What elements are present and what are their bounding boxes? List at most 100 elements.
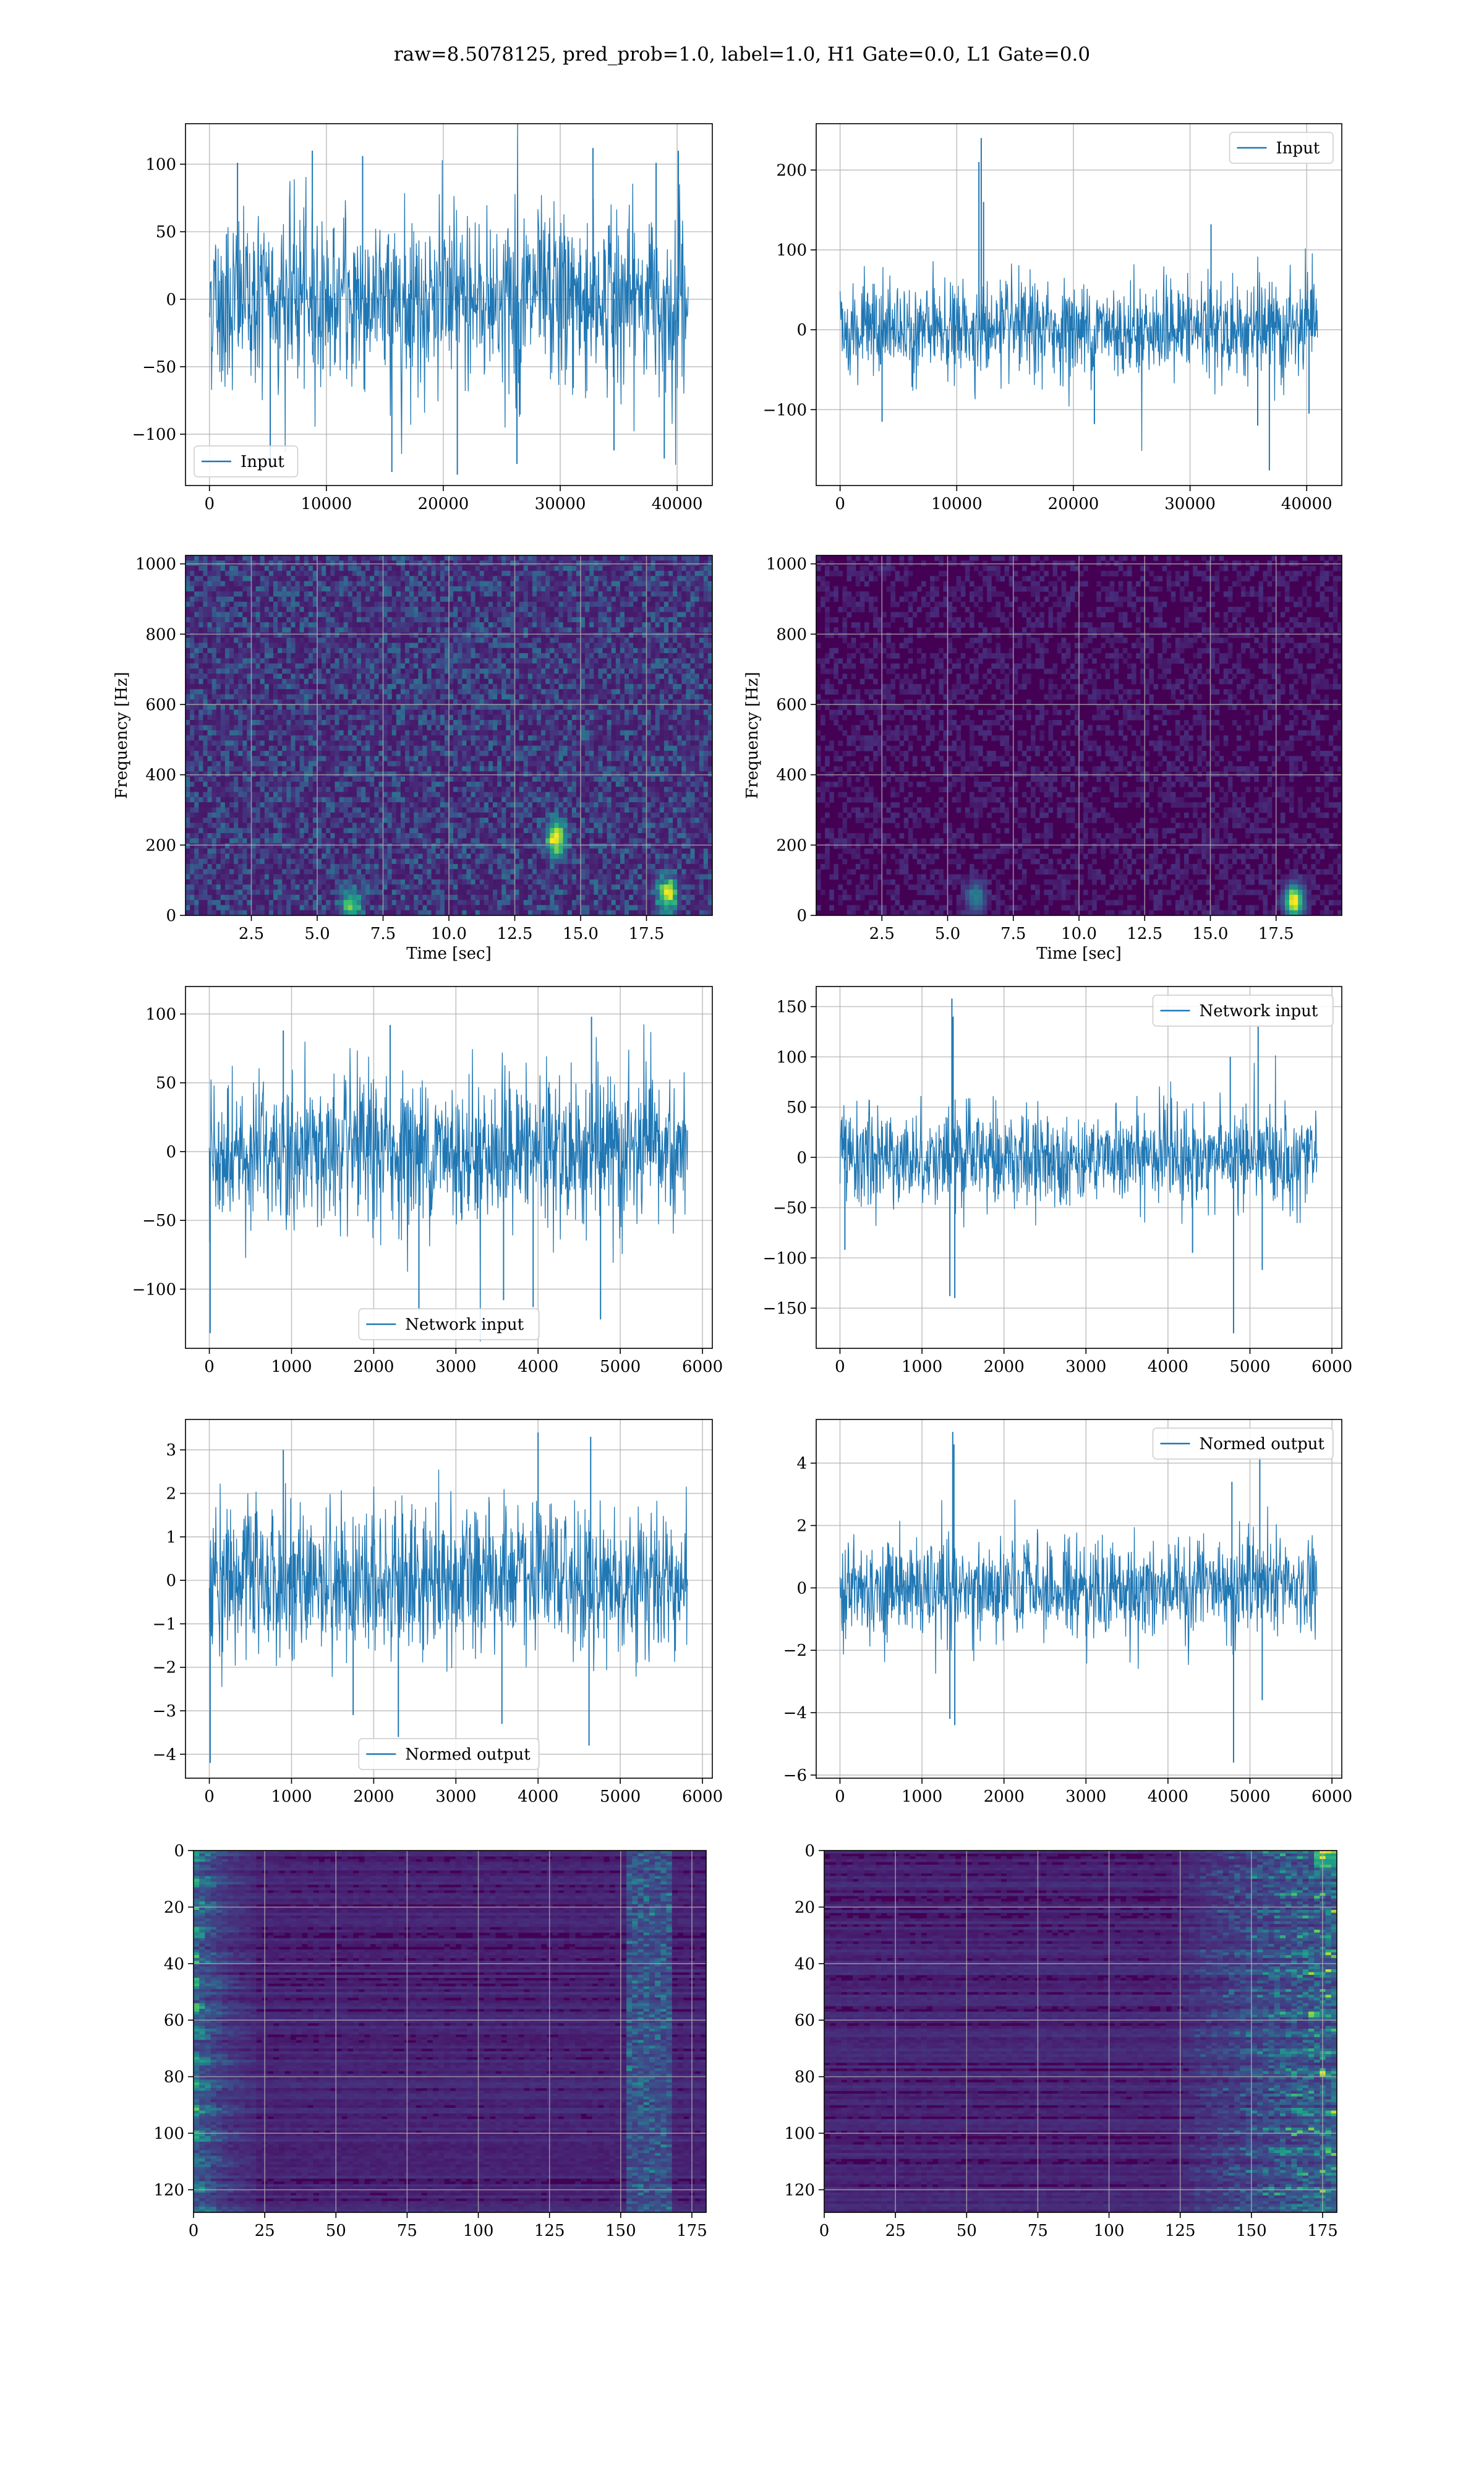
y-tick-label: 150: [776, 998, 807, 1017]
y-tick-label: 60: [795, 2011, 815, 2030]
x-tick-label: 2000: [984, 1787, 1025, 1806]
x-tick-label: 75: [1028, 2222, 1048, 2240]
x-tick-label: 7.5: [1000, 925, 1026, 943]
panel-netin-h1: 0 1000 2000 3000 4000 5000 6000 −100 −50 0 50 100 Ne…: [132, 986, 723, 1376]
panel-feat-h1: 0 25 50 75 100 125 150 175 0 20 40 60 80 100 120: [153, 1842, 707, 2240]
axes-frame: [185, 123, 713, 486]
x-tick-label: 10000: [931, 495, 983, 513]
x-tick-label: 17.5: [629, 925, 665, 943]
y-tick-label: −50: [142, 358, 176, 377]
y-tick-label: 0: [166, 907, 176, 925]
x-tick-label: 150: [605, 2222, 636, 2240]
y-tick-label: 80: [164, 2068, 184, 2087]
y-tick-label: 0: [166, 1143, 176, 1162]
x-tick-label: 25: [255, 2222, 275, 2240]
x-tick-label: 0: [835, 1787, 845, 1806]
y-tick-label: 0: [796, 907, 807, 925]
x-tick-label: 0: [835, 495, 845, 513]
legend-box: [194, 445, 299, 477]
x-tick-label: 3000: [435, 1787, 476, 1806]
x-tick-label: 15.0: [1193, 925, 1229, 943]
x-tick-label: 100: [1094, 2222, 1125, 2240]
y-tick-label: 3: [166, 1441, 176, 1460]
x-tick-label: 12.5: [1127, 925, 1162, 943]
axes-frame: [193, 1850, 707, 2213]
figure-title: raw=8.5078125, pred_prob=1.0, label=1.0,…: [0, 43, 1484, 66]
y-tick-label: 100: [153, 2125, 184, 2143]
axes-frame: [185, 1419, 713, 1779]
x-tick-label: 17.5: [1258, 925, 1294, 943]
x-tick-label: 1000: [902, 1787, 942, 1806]
legend-box: [358, 1308, 540, 1340]
y-tick-label: 800: [776, 625, 807, 644]
grid: [816, 555, 1342, 916]
x-tick-label: 30000: [535, 495, 586, 513]
y-tick-label: −2: [153, 1659, 176, 1677]
y-tick-label: −100: [132, 1280, 176, 1299]
legend: Input: [194, 445, 299, 477]
series-line: [839, 248, 1318, 452]
legend-label: Network input: [405, 1316, 524, 1334]
y-tick-label: −3: [153, 1702, 176, 1721]
legend: Normed output: [1152, 1427, 1334, 1460]
x-tick-label: 75: [397, 2222, 417, 2240]
panel-spec-l1: 2.5 5.0 7.5 10.0 12.5 15.0 17.5 0 200 400 600 800 10…: [743, 555, 1342, 963]
x-tick-label: 25: [885, 2222, 906, 2240]
x-tick-label: 100: [463, 2222, 494, 2240]
x-tick-label: 12.5: [497, 925, 533, 943]
x-tick-label: 6000: [1311, 1358, 1352, 1376]
grid: [193, 1850, 706, 2212]
y-tick-label: −2: [783, 1641, 807, 1660]
y-tick-label: 0: [166, 291, 176, 309]
y-tick-label: 40: [164, 1955, 184, 1974]
panel-norm-h1: 0 1000 2000 3000 4000 5000 6000 −4 −3 −2 −1 0 1 2 3 Nor…: [153, 1419, 723, 1806]
series-line: [208, 1024, 688, 1342]
y-tick-label: 40: [795, 1955, 815, 1974]
axes-frame: [824, 1850, 1337, 2213]
heatmap-image: [194, 1851, 707, 2213]
panel-input-h1: 0 10000 20000 30000 40000 −100 −50 0 50 100 Input: [132, 123, 713, 513]
y-tick-label: −6: [783, 1766, 807, 1785]
y-tick-label: −50: [773, 1199, 807, 1218]
x-tick-label: 40000: [1281, 495, 1333, 513]
x-tick-label: 10000: [301, 495, 352, 513]
y-tick-label: −100: [763, 401, 807, 419]
series-line: [839, 1055, 1318, 1228]
y-tick-label: 200: [776, 836, 807, 855]
y-tick-label: 120: [784, 2181, 815, 2199]
y-tick-label: 0: [796, 1149, 807, 1167]
y-tick-label: 0: [166, 1572, 176, 1590]
x-tick-label: 40000: [652, 495, 703, 513]
heatmap-image: [824, 1851, 1337, 2213]
y-tick-label: 50: [156, 223, 176, 242]
x-tick-label: 1000: [271, 1358, 312, 1376]
x-tick-label: 0: [204, 1787, 215, 1806]
x-tick-label: 1000: [902, 1358, 942, 1376]
x-tick-label: 0: [204, 495, 215, 513]
legend-label: Normed output: [405, 1745, 531, 1764]
y-tick-label: 800: [145, 625, 176, 644]
x-tick-label: 15.0: [563, 925, 599, 943]
y-tick-label: 100: [784, 2125, 815, 2143]
y-tick-label: 100: [776, 241, 807, 260]
x-tick-label: 2000: [984, 1358, 1025, 1376]
x-tick-label: 4000: [1148, 1358, 1188, 1376]
y-tick-label: 1000: [766, 555, 807, 574]
x-tick-label: 20000: [418, 495, 469, 513]
y-tick-label: 1: [166, 1528, 176, 1547]
y-tick-label: −100: [763, 1249, 807, 1268]
series-line: [208, 1470, 688, 1687]
x-tick-label: 150: [1236, 2222, 1267, 2240]
x-tick-label: 5000: [600, 1787, 641, 1806]
x-tick-label: 0: [204, 1358, 215, 1376]
y-tick-label: −50: [142, 1212, 176, 1230]
x-tick-label: 5.0: [304, 925, 330, 943]
y-tick-label: 0: [796, 321, 807, 340]
x-axis-label: Time [sec]: [406, 944, 492, 963]
legend: Input: [1229, 132, 1334, 164]
axes-frame: [185, 986, 713, 1349]
y-tick-label: 120: [153, 2181, 184, 2199]
panel-spec-h1: 2.5 5.0 7.5 10.0 12.5 15.0 17.5 0 200 400 600 800 10…: [113, 555, 713, 963]
x-axis-label: Time [sec]: [1036, 944, 1122, 963]
